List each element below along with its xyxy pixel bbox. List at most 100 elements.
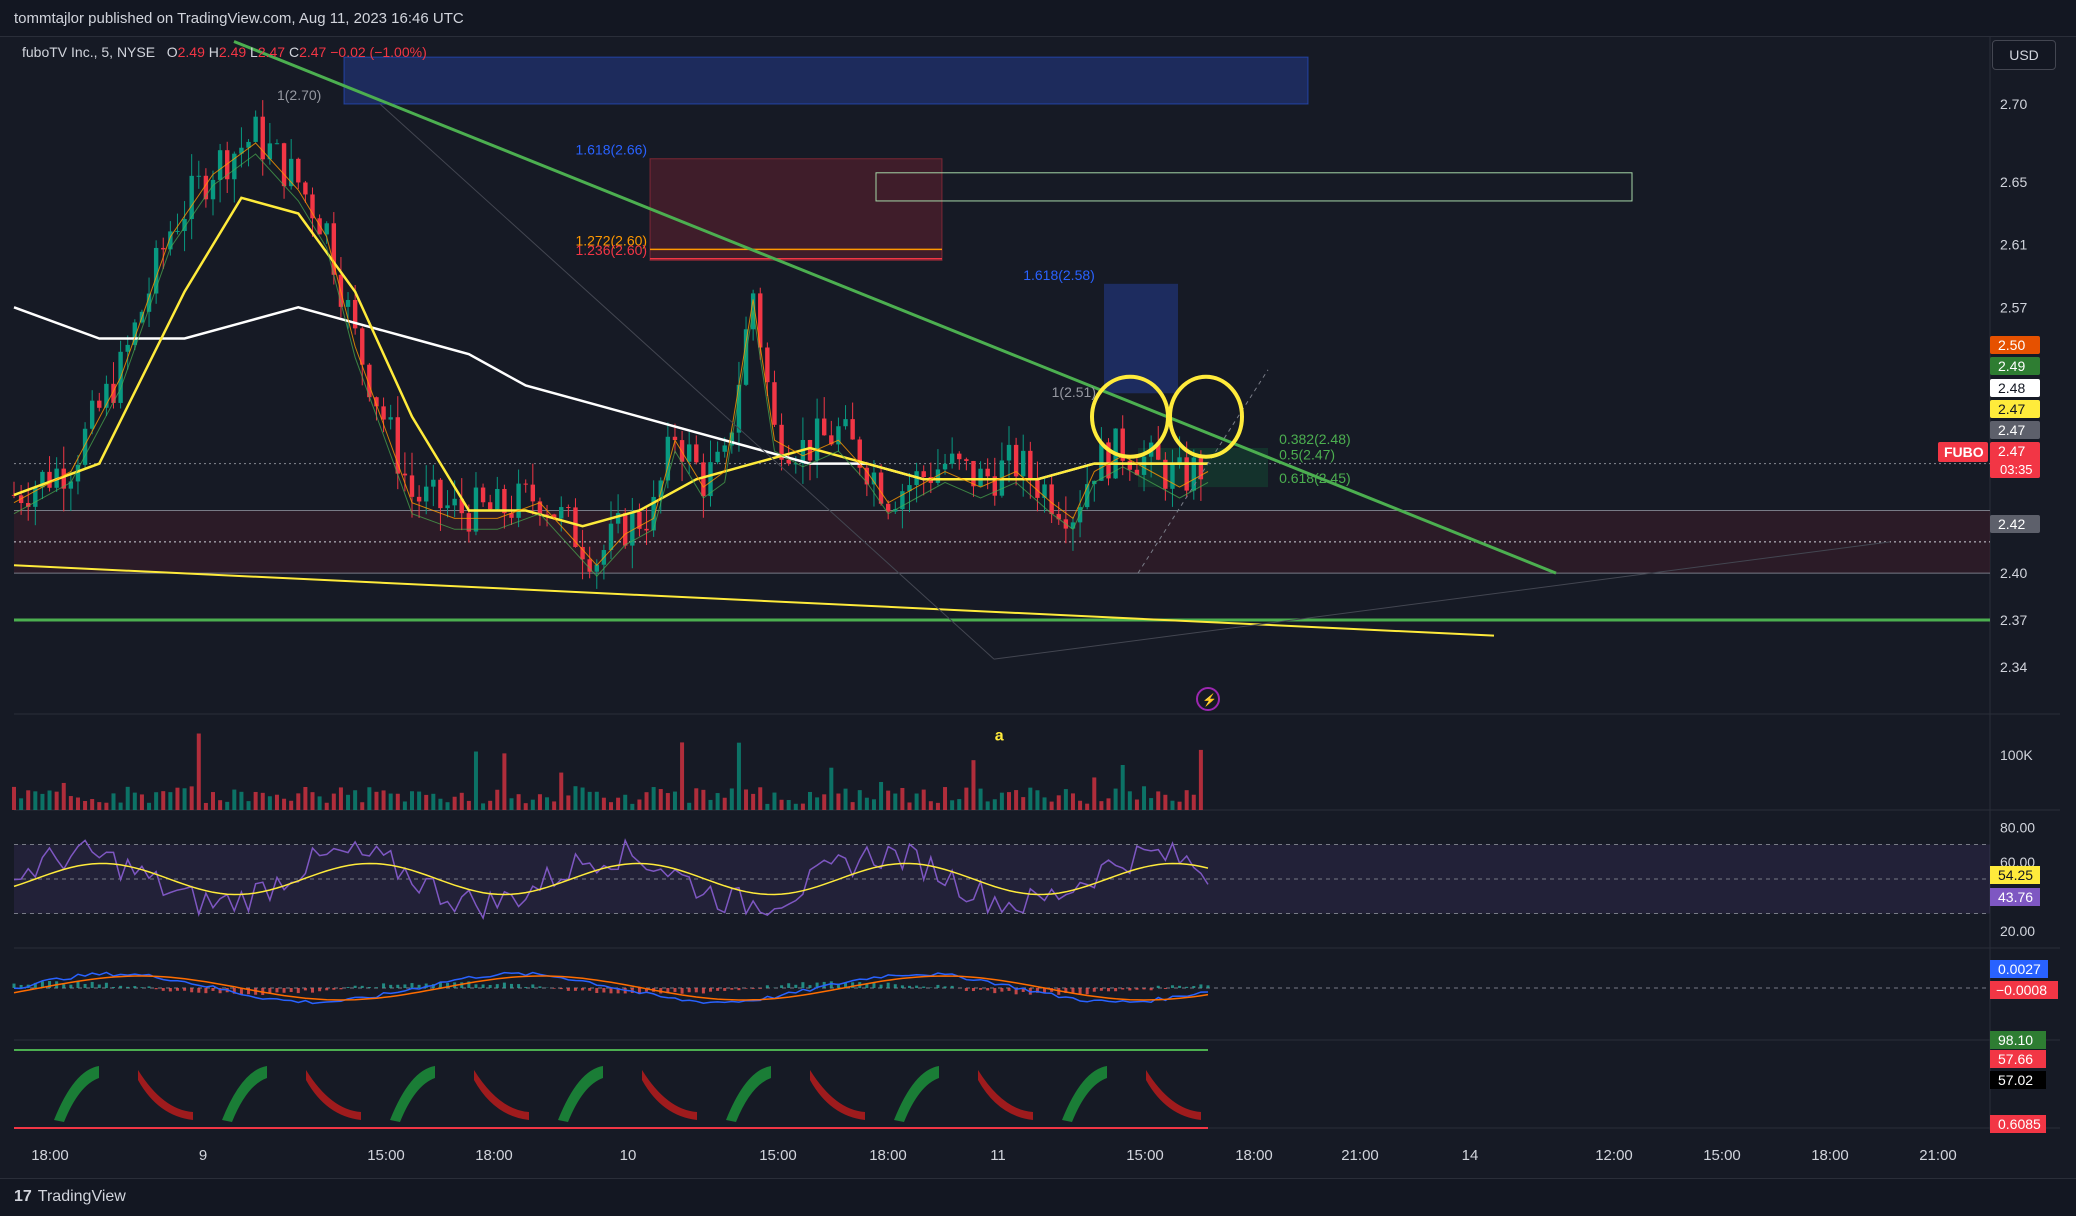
volume-bar [154, 792, 158, 810]
macd-histogram-bar [148, 986, 151, 988]
volume-bar [794, 804, 798, 810]
volume-bar [1114, 789, 1118, 810]
volume-bar [573, 786, 577, 810]
oscillator-wave [894, 1066, 939, 1122]
candle-body [197, 176, 201, 177]
volume-bar [1078, 801, 1082, 810]
macd-histogram-bar [140, 987, 143, 988]
candle-body [815, 419, 819, 461]
candle-body [296, 159, 300, 183]
candle-body [388, 417, 392, 419]
volume-bar [637, 800, 641, 810]
volume-bar [26, 790, 30, 810]
candle-body [957, 454, 961, 460]
macd-histogram-bar [723, 988, 726, 991]
volume-bar [396, 794, 400, 810]
macd-histogram-bar [69, 985, 72, 988]
volume-bar [1028, 788, 1032, 810]
macd-histogram-bar [688, 988, 691, 992]
volume-bar [403, 801, 407, 810]
price-badge-label: 2.42 [1998, 516, 2025, 532]
volume-bar [630, 804, 634, 810]
volume-bar [602, 798, 606, 810]
candle-body [715, 452, 719, 462]
volume-bar [836, 794, 840, 810]
chart-area[interactable]: 2.702.652.612.572.402.372.342.502.492.48… [0, 36, 2076, 1178]
macd-histogram-bar [105, 983, 108, 988]
candle-body [253, 117, 257, 142]
candle-body [964, 459, 968, 461]
volume-bar [438, 799, 442, 810]
candle-body [978, 469, 982, 487]
candle-body [922, 471, 926, 477]
currency-button[interactable]: USD [1992, 40, 2056, 70]
indicator-panes [12, 734, 1990, 1128]
legend-low: 2.47 [258, 44, 285, 60]
fib-label: 1(2.70) [277, 87, 321, 103]
price-tick-label: 2.34 [2000, 659, 2027, 675]
volume-bar [346, 795, 350, 810]
fib-label: 1(2.51) [1052, 384, 1096, 400]
volume-bar [666, 793, 670, 810]
candle-body [850, 419, 854, 439]
oscillator-wave [138, 1070, 193, 1120]
descending-trendline [234, 41, 1556, 573]
macd-histogram-bar [709, 988, 712, 992]
macd-histogram-bar [588, 988, 591, 991]
volume-bar [410, 791, 414, 810]
time-tick-label: 15:00 [759, 1147, 797, 1164]
macd-histogram-bar [1071, 988, 1074, 993]
volume-bar [1170, 801, 1174, 810]
candle-body [346, 300, 350, 307]
volume-bar [1043, 797, 1047, 810]
volume-bar [680, 742, 684, 810]
volume-bar [701, 790, 705, 810]
candle-body [211, 180, 215, 199]
macd-histogram-bar [517, 984, 520, 988]
macd-histogram-bar [197, 988, 200, 993]
volume-bar [900, 788, 904, 810]
volume-bar [1092, 777, 1096, 810]
candle-body [580, 547, 584, 559]
volume-bar [1085, 804, 1089, 810]
macd-histogram-bar [673, 988, 676, 992]
candle-body [879, 473, 883, 504]
macd-histogram-bar [332, 988, 335, 990]
bottom-bar [0, 1178, 2076, 1216]
macd-histogram-bar [993, 988, 996, 993]
chart-background [14, 36, 2060, 1130]
volume-bar [979, 789, 983, 810]
symbol-legend[interactable]: fuboTV Inc., 5, NYSE O2.49 H2.49 L2.47 C… [22, 44, 427, 60]
oscillator-wave [306, 1070, 361, 1120]
macd-histogram-bar [759, 988, 762, 989]
volume-bar [1192, 795, 1196, 810]
macd-histogram-bar [1100, 988, 1103, 991]
price-badge-label: 2.47 [1998, 401, 2025, 417]
volume-bar [261, 793, 265, 810]
candle-body [659, 480, 663, 496]
oscillator-badge-label: 98.10 [1998, 1032, 2033, 1048]
rsi-tick-label: 80.00 [2000, 819, 2035, 835]
time-tick-label: 21:00 [1341, 1147, 1379, 1164]
tradingview-mark-icon: 17 [14, 1188, 32, 1205]
volume-bar [76, 798, 80, 810]
volume-bar [424, 795, 428, 810]
volume-bar [453, 797, 457, 810]
macd-histogram-bar [91, 982, 94, 988]
volume-bar [1128, 791, 1132, 810]
macd-histogram-bar [396, 985, 399, 988]
price-badge-label: 2.47 [1998, 443, 2025, 459]
legend-close-label: C [289, 44, 299, 60]
publisher-info: tommtajlor published on TradingView.com,… [14, 10, 464, 27]
green-box [876, 173, 1632, 201]
macd-histogram-bar [830, 981, 833, 988]
candle-body [644, 529, 648, 531]
macd-histogram-bar [155, 988, 158, 989]
macd-histogram-bar [737, 988, 740, 990]
candle-body [950, 454, 954, 464]
volume-bar [659, 789, 663, 810]
macd-histogram-bar [986, 988, 989, 990]
macd-histogram-bar [809, 985, 812, 988]
macd-histogram-bar [489, 985, 492, 988]
